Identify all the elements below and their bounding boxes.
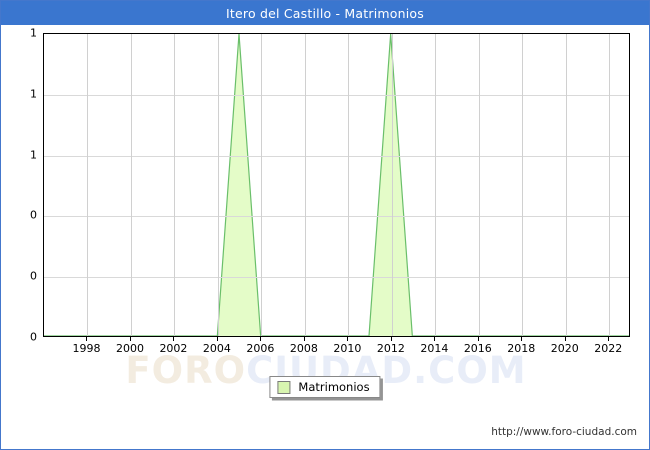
- legend-swatch-matrimonios: [277, 380, 291, 394]
- y-axis-tick-label: 0: [30, 208, 37, 222]
- y-axis: 0 0 0 1 1 1: [1, 27, 37, 344]
- x-axis-tick-label: 2020: [550, 342, 579, 355]
- gridline-horizontal: [44, 216, 629, 218]
- gridline-horizontal: [44, 277, 629, 279]
- y-axis-tick-label: 1: [30, 26, 37, 40]
- gridline-vertical: [522, 34, 524, 336]
- y-axis-tick-label: 1: [30, 148, 37, 162]
- gridline-vertical: [609, 34, 611, 336]
- x-axis-tick-label: 2004: [202, 342, 231, 355]
- gridline-vertical: [478, 34, 480, 336]
- x-axis-tick-label: 2014: [420, 342, 449, 355]
- gridline-vertical: [261, 34, 263, 336]
- x-axis-tickmarks: [43, 337, 630, 342]
- gridline-vertical: [174, 34, 176, 336]
- x-axis: 1998 2000 2002 2004 2006 2008 2010 2012 2014 2016…: [43, 342, 630, 358]
- gridline-vertical: [130, 34, 132, 336]
- gridline-vertical: [217, 34, 219, 336]
- chart-legend: Matrimonios: [269, 376, 381, 398]
- page-title: Itero del Castillo - Matrimonios: [1, 1, 649, 25]
- gridline-vertical: [565, 34, 567, 336]
- y-axis-tick-label: 1: [30, 87, 37, 101]
- gridline-horizontal: [44, 155, 629, 157]
- gridline-vertical: [391, 34, 393, 336]
- plot-area: [43, 33, 630, 337]
- x-axis-tickmark: [260, 337, 262, 341]
- x-axis-tick-label: 2000: [115, 342, 144, 355]
- x-axis-tickmark: [86, 337, 88, 341]
- x-axis-tickmark: [347, 337, 349, 341]
- footer-url: http://www.foro-ciudad.com: [491, 426, 637, 438]
- x-axis-tick-label: 2018: [507, 342, 536, 355]
- y-axis-tick-label: 0: [30, 330, 37, 344]
- y-axis-tick-label: 0: [30, 269, 37, 283]
- x-axis-tickmark: [521, 337, 523, 341]
- x-axis-tickmark: [216, 337, 218, 341]
- x-axis-tickmark: [477, 337, 479, 341]
- gridline-vertical: [304, 34, 306, 336]
- x-axis-tickmark: [564, 337, 566, 341]
- x-axis-tickmark: [173, 337, 175, 341]
- x-axis-tickmark: [608, 337, 610, 341]
- x-axis-tick-label: 2008: [289, 342, 318, 355]
- x-axis-tickmark: [434, 337, 436, 341]
- gridline-vertical: [348, 34, 350, 336]
- gridline-vertical: [87, 34, 89, 336]
- legend-label-matrimonios: Matrimonios: [298, 380, 370, 394]
- x-axis-tick-label: 2012: [376, 342, 405, 355]
- x-axis-tick-label: 1998: [72, 342, 101, 355]
- x-axis-tick-label: 2002: [159, 342, 188, 355]
- x-axis-tickmark: [390, 337, 392, 341]
- x-axis-tick-label: 2016: [463, 342, 492, 355]
- plot-inner: [44, 34, 629, 336]
- x-axis-tickmark: [303, 337, 305, 341]
- gridline-horizontal: [44, 94, 629, 96]
- x-axis-tickmark: [129, 337, 131, 341]
- x-axis-tick-label: 2010: [333, 342, 362, 355]
- x-axis-tick-label: 2022: [594, 342, 623, 355]
- gridline-vertical: [435, 34, 437, 336]
- page-title-text: Itero del Castillo - Matrimonios: [226, 5, 424, 21]
- x-axis-tick-label: 2006: [246, 342, 275, 355]
